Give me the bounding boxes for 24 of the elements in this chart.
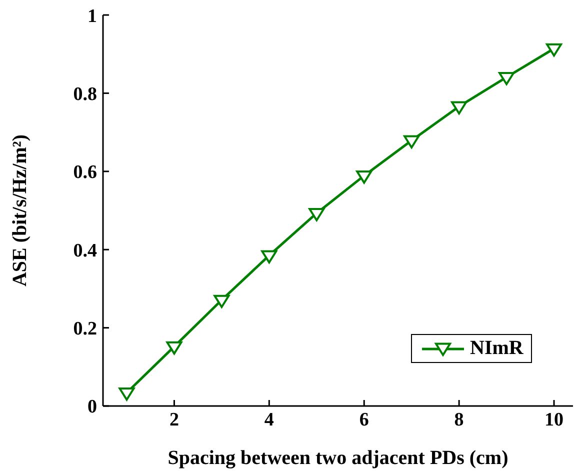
point: [166, 341, 182, 355]
point: [261, 250, 278, 264]
y-tick-label: 0.8: [73, 84, 97, 105]
y-tick-label: 0.6: [73, 162, 97, 184]
x-tick-label: 8: [454, 409, 464, 430]
y-tick-label: 0.4: [73, 240, 98, 262]
x-tick-label: 4: [264, 409, 274, 430]
point: [308, 208, 325, 222]
y-tick-label: 1: [88, 6, 97, 27]
x-tick-label: 2: [169, 409, 179, 430]
point: [451, 101, 468, 114]
x-tick-label: 6: [359, 409, 369, 430]
y-tick-label: 0.2: [73, 318, 97, 340]
y-tick-label: 0: [88, 396, 97, 418]
point: [356, 170, 372, 184]
point: [498, 72, 515, 86]
x-tick-label: 10: [544, 409, 564, 430]
point: [546, 43, 562, 57]
x-axis-title: Spacing between two adjacent PDs (cm): [168, 447, 508, 469]
point: [214, 294, 230, 308]
legend-label: NImR: [470, 337, 524, 360]
point: [404, 135, 420, 149]
y-axis-title: ASE (bit/s/Hz/m²): [9, 134, 32, 287]
point: [118, 388, 135, 401]
